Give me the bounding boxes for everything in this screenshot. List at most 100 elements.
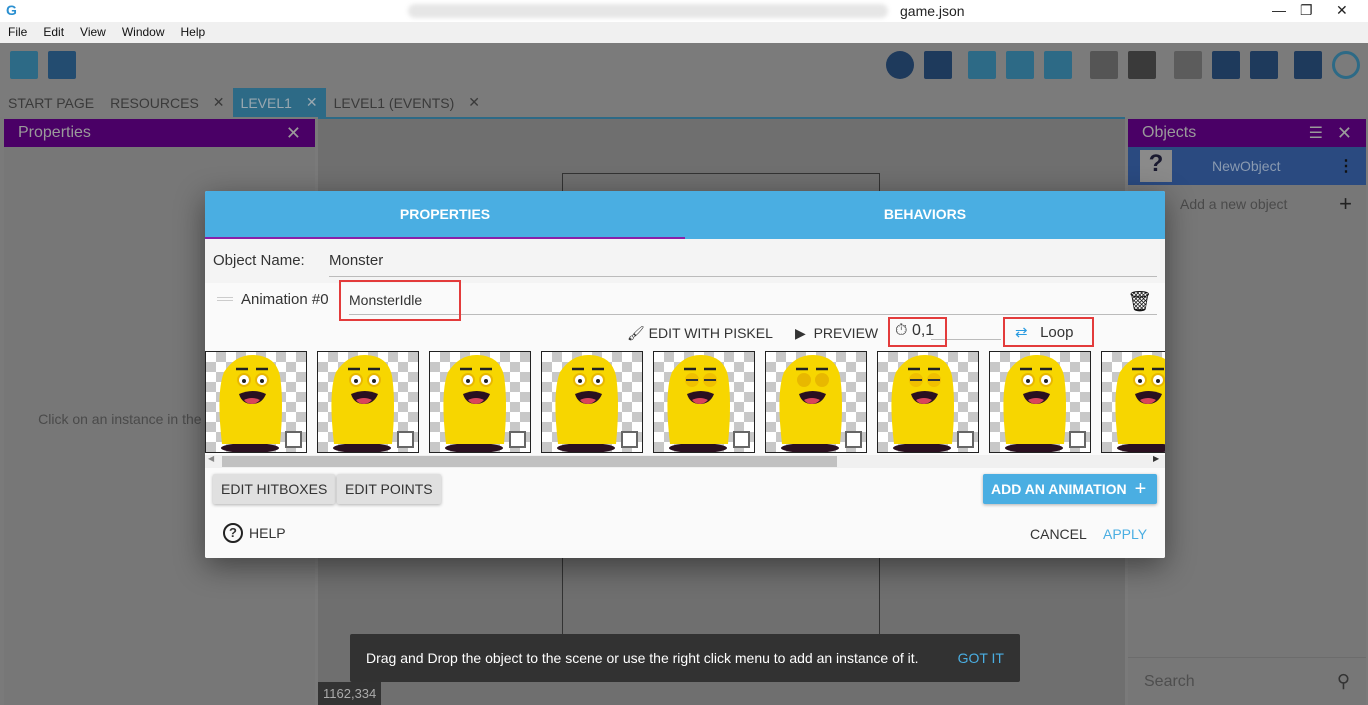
object-name-input[interactable]: Monster xyxy=(329,249,1157,277)
highlight-box xyxy=(339,280,461,321)
project-manager-icon[interactable] xyxy=(10,51,38,79)
preview-play-icon[interactable] xyxy=(886,51,914,79)
close-tab-icon[interactable]: ✕ xyxy=(468,94,480,110)
object-list-item[interactable]: ? NewObject ⋮ xyxy=(1128,147,1366,185)
debug-icon[interactable] xyxy=(924,51,952,79)
help-icon: ? xyxy=(223,523,243,543)
drag-handle-icon[interactable] xyxy=(217,297,233,301)
frame-checkbox[interactable] xyxy=(621,431,638,448)
zoom-reset-icon[interactable] xyxy=(1332,51,1360,79)
tab-start-page[interactable]: START PAGE xyxy=(0,88,102,117)
blurred-path xyxy=(408,4,888,18)
close-window-button[interactable]: ✕ xyxy=(1336,2,1348,18)
frame-checkbox[interactable] xyxy=(1069,431,1086,448)
button-label: ADD AN ANIMATION xyxy=(991,481,1127,497)
tab-resources[interactable]: RESOURCES ✕ xyxy=(102,88,232,117)
search-input[interactable]: Search xyxy=(1144,672,1195,690)
delete-icon[interactable] xyxy=(1174,51,1202,79)
maximize-button[interactable]: ❐ xyxy=(1300,2,1313,18)
layers-icon[interactable] xyxy=(1212,51,1240,79)
frame-checkbox[interactable] xyxy=(845,431,862,448)
edit-hitboxes-button[interactable]: EDIT HITBOXES xyxy=(213,474,336,504)
frame-checkbox[interactable] xyxy=(509,431,526,448)
button-label: EDIT WITH PISKEL xyxy=(648,325,773,341)
menu-edit[interactable]: Edit xyxy=(43,25,65,39)
minimize-button[interactable]: — xyxy=(1272,2,1286,18)
search-icon: ⚲ xyxy=(1336,671,1350,691)
grid-icon[interactable] xyxy=(1294,51,1322,79)
animation-label: Animation #0 xyxy=(241,291,329,308)
help-button[interactable]: ? HELP xyxy=(223,523,286,543)
sprite-frame[interactable] xyxy=(541,351,643,453)
timer-icon: ⏱ xyxy=(895,322,908,339)
monster-sprite-icon xyxy=(331,354,394,452)
sprite-frame[interactable] xyxy=(989,351,1091,453)
snackbar: Drag and Drop the object to the scene or… xyxy=(350,634,1020,682)
scrollbar-thumb[interactable] xyxy=(222,456,837,467)
sprite-frame[interactable] xyxy=(1101,351,1165,453)
object-search[interactable]: Search ⚲ xyxy=(1128,657,1366,705)
frame-checkbox[interactable] xyxy=(733,431,750,448)
close-tab-icon[interactable]: ✕ xyxy=(212,94,225,110)
menu-file[interactable]: File xyxy=(8,25,28,39)
tab-behaviors[interactable]: BEHAVIORS xyxy=(883,206,967,222)
active-tab-indicator xyxy=(205,237,685,239)
menu-view[interactable]: View xyxy=(80,25,106,39)
frame-checkbox[interactable] xyxy=(957,431,974,448)
animation-name-value: MonsterIdle xyxy=(349,292,423,308)
sprite-frame[interactable] xyxy=(429,351,531,453)
frame-timing-input[interactable]: ⏱ 0,1 xyxy=(895,322,934,340)
close-tab-icon[interactable]: ✕ xyxy=(305,94,318,110)
close-panel-icon[interactable]: ✕ xyxy=(1336,122,1352,143)
play-icon: ▶ xyxy=(795,325,806,341)
monster-sprite-icon xyxy=(779,354,842,452)
sprite-frame[interactable] xyxy=(877,351,979,453)
object-name: NewObject xyxy=(1212,158,1281,174)
monster-sprite-icon xyxy=(667,354,730,452)
add-object-icon[interactable] xyxy=(968,51,996,79)
sprite-frame[interactable] xyxy=(653,351,755,453)
edit-properties-icon[interactable] xyxy=(1044,51,1072,79)
frame-checkbox[interactable] xyxy=(397,431,414,448)
add-animation-button[interactable]: ADD AN ANIMATION + xyxy=(983,474,1157,504)
start-page-icon[interactable] xyxy=(48,51,76,79)
tab-bar: START PAGE RESOURCES ✕ LEVEL1 ✕ LEVEL1 (EV… xyxy=(0,88,1368,117)
app-logo-icon: G xyxy=(6,2,17,18)
panel-title: Objects xyxy=(1142,124,1197,141)
loop-toggle[interactable]: ⇄ Loop xyxy=(1015,323,1073,341)
add-object-item[interactable]: Add a new object + xyxy=(1128,185,1366,223)
preview-button[interactable]: ▶ PREVIEW xyxy=(795,325,878,342)
scroll-right-icon[interactable]: ▶ xyxy=(1153,454,1160,463)
edit-points-button[interactable]: EDIT POINTS xyxy=(337,474,441,504)
sprite-frame[interactable] xyxy=(205,351,307,453)
dialog-tabs: PROPERTIES BEHAVIORS xyxy=(205,191,1165,239)
plus-icon: + xyxy=(1339,191,1352,216)
filter-icon[interactable]: ☰ xyxy=(1308,125,1323,142)
redo-icon[interactable] xyxy=(1128,51,1156,79)
menu-window[interactable]: Window xyxy=(121,25,165,39)
animation-name-input[interactable]: MonsterIdle xyxy=(349,289,1157,315)
menu-help[interactable]: Help xyxy=(180,25,206,39)
scroll-left-icon[interactable]: ◀ xyxy=(208,454,215,463)
object-groups-icon[interactable] xyxy=(1006,51,1034,79)
objects-header: Objects ☰ ✕ xyxy=(1128,119,1366,147)
edit-with-piskel-button[interactable]: 🖌 EDIT WITH PISKEL xyxy=(627,325,773,342)
sprite-frame[interactable] xyxy=(765,351,867,453)
cancel-button[interactable]: CANCEL xyxy=(1030,526,1087,542)
undo-icon[interactable] xyxy=(1090,51,1118,79)
close-panel-icon[interactable]: ✕ xyxy=(285,122,301,143)
tab-properties[interactable]: PROPERTIES xyxy=(399,206,491,222)
apply-button[interactable]: APPLY xyxy=(1103,526,1148,542)
tab-label: START PAGE xyxy=(8,94,95,111)
delete-animation-icon[interactable]: 🗑 xyxy=(1127,291,1153,313)
more-options-icon[interactable]: ⋮ xyxy=(1338,158,1354,175)
instances-list-icon[interactable] xyxy=(1250,51,1278,79)
frame-checkbox[interactable] xyxy=(285,431,302,448)
got-it-button[interactable]: GOT IT xyxy=(957,650,1004,666)
sprite-frame[interactable] xyxy=(317,351,419,453)
snackbar-message: Drag and Drop the object to the scene or… xyxy=(366,650,919,666)
horizontal-scrollbar[interactable]: ◀ ▶ xyxy=(205,454,1165,468)
tab-label: LEVEL1 (EVENTS) xyxy=(333,94,455,111)
tab-level1-events[interactable]: LEVEL1 (EVENTS) ✕ xyxy=(326,88,488,117)
tab-level1[interactable]: LEVEL1 ✕ xyxy=(232,88,326,117)
